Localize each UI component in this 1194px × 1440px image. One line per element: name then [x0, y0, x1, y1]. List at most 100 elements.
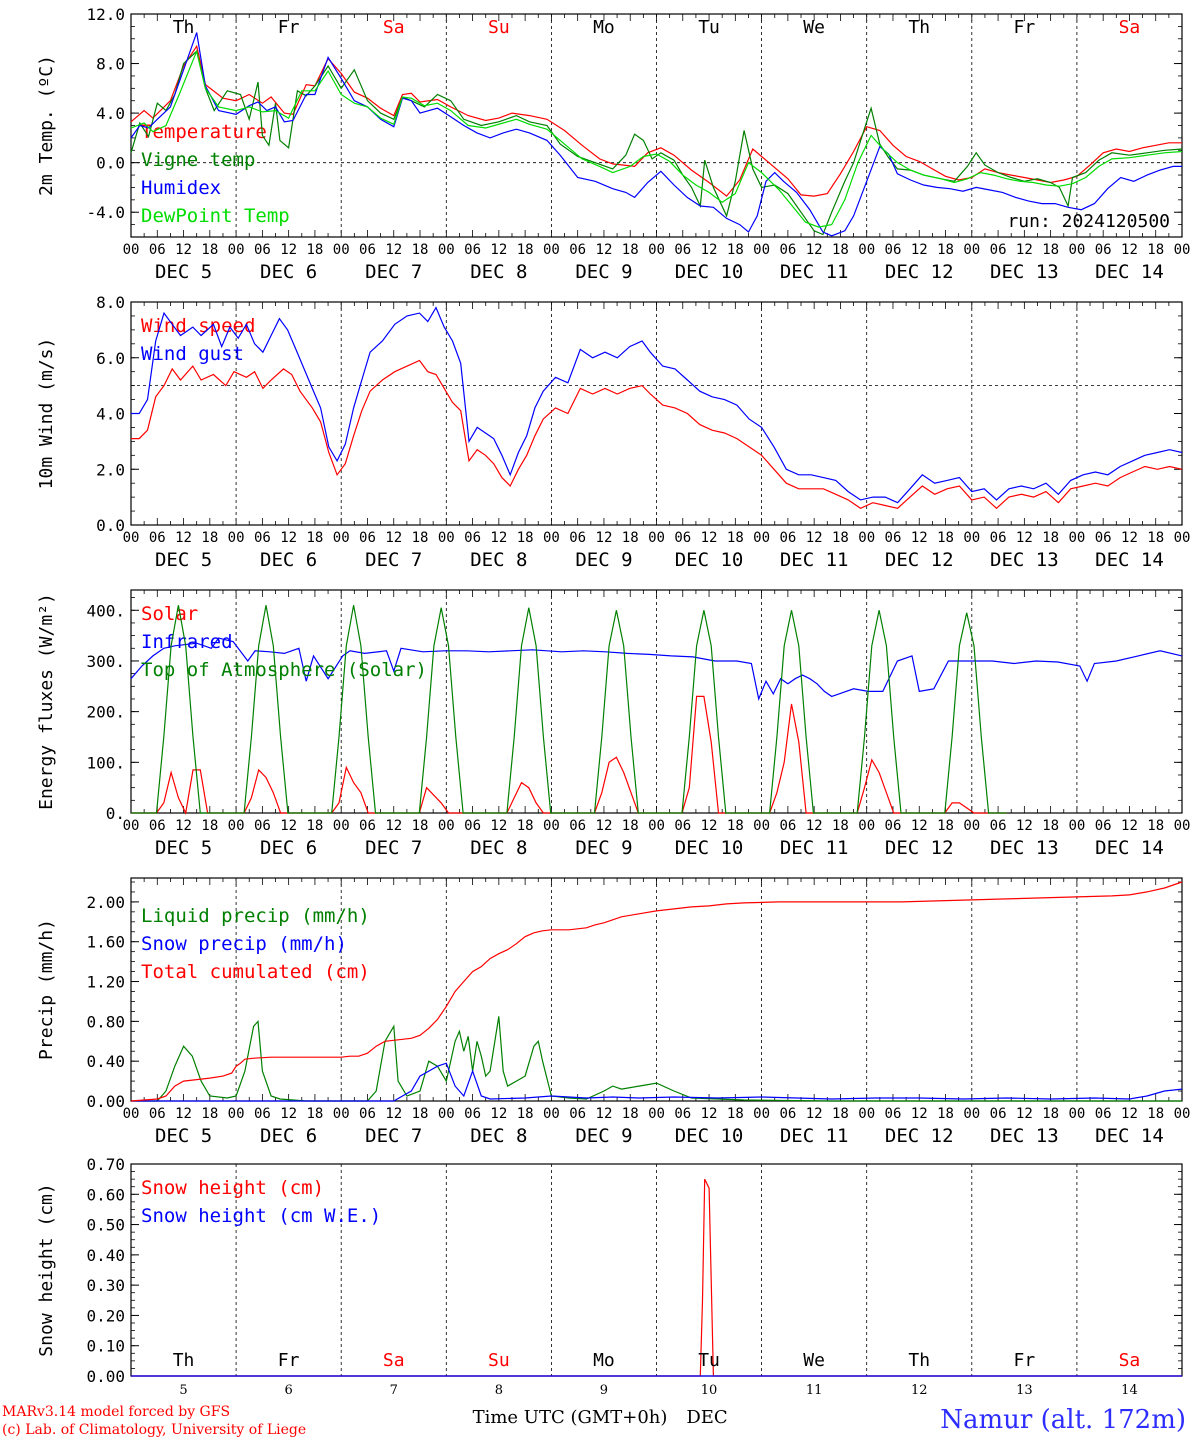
hour-label: 06 [464, 530, 481, 546]
hour-label: 00 [333, 1106, 350, 1122]
hour-label: 18 [517, 530, 534, 546]
hour-label: 06 [990, 530, 1007, 546]
hour-label: 00 [753, 1106, 770, 1122]
hour-label: 12 [280, 530, 297, 546]
hour-label: 00 [753, 242, 770, 258]
hour-label: 12 [490, 242, 507, 258]
hour-label: 18 [937, 818, 954, 834]
hour-label: 00 [858, 818, 875, 834]
day-label: DEC 7 [365, 549, 422, 571]
series-line-temperature [130, 44, 1182, 197]
y-tick-label: 0.50 [86, 1216, 125, 1235]
day-label: DEC 5 [155, 837, 212, 859]
legend-entry: Infrared [141, 631, 233, 653]
hour-label: 06 [674, 818, 691, 834]
legend-entry: Liquid precip (mm/h) [141, 905, 370, 927]
plot-frame [130, 589, 1183, 814]
hour-label: 06 [359, 1106, 376, 1122]
weekday-label: Tu [698, 1350, 720, 1371]
y-tick-label: 12.0 [86, 5, 125, 24]
y-tick-label: -4.0 [86, 203, 125, 222]
hour-label: 18 [201, 530, 218, 546]
hour-label: 00 [438, 242, 455, 258]
y-tick-label: 200. [86, 703, 125, 722]
hour-label: 18 [832, 1106, 849, 1122]
hour-label: 18 [832, 818, 849, 834]
hour-label: 00 [963, 818, 980, 834]
hour-label: 12 [911, 818, 928, 834]
panel-temp: -4.0 0.0 4.0 8.0 12.0 2m Temp. (ºC) Temperatur… [36, 5, 1190, 283]
hour-label: 18 [201, 242, 218, 258]
hour-label: 06 [464, 818, 481, 834]
hour-label: 18 [622, 242, 639, 258]
hour-label: 00 [123, 242, 140, 258]
plot-frame [130, 301, 1183, 526]
hour-label: 06 [359, 530, 376, 546]
hour-label: 06 [885, 818, 902, 834]
weekday-label: Fr [278, 1350, 300, 1371]
day-label: DEC 14 [1095, 549, 1164, 571]
y-tick-label: 2.00 [86, 893, 125, 912]
hour-label: 06 [359, 242, 376, 258]
day-number-label: 11 [806, 1383, 823, 1398]
hour-label: 12 [596, 818, 613, 834]
series-line-vigne-temp [130, 50, 1183, 236]
day-label: DEC 10 [675, 1125, 744, 1147]
hour-label: 12 [806, 818, 823, 834]
y-tick-label: 0.70 [86, 1155, 125, 1174]
y-axis-label: 2m Temp. (ºC) [36, 55, 57, 196]
hour-label: 18 [1147, 530, 1164, 546]
hour-label: 06 [779, 818, 796, 834]
day-number-label: 6 [285, 1383, 293, 1398]
hour-label: 00 [543, 1106, 560, 1122]
hour-label: 00 [543, 818, 560, 834]
day-label: DEC 12 [885, 837, 954, 859]
legend-entry: Snow precip (mm/h) [141, 933, 347, 955]
hour-label: 18 [727, 530, 744, 546]
hour-label: 18 [306, 818, 323, 834]
hour-label: 12 [1016, 242, 1033, 258]
y-axis-label: 10m Wind (m/s) [36, 338, 57, 490]
y-tick-label: 0.40 [86, 1052, 125, 1071]
day-label: DEC 8 [470, 261, 527, 283]
hour-label: 00 [438, 530, 455, 546]
y-tick-label: 300. [86, 652, 125, 671]
hour-label: 00 [228, 242, 245, 258]
day-label: DEC 10 [675, 549, 744, 571]
day-label: DEC 13 [990, 1125, 1059, 1147]
weekday-label: Fr [1014, 1350, 1036, 1371]
day-label: DEC 6 [260, 261, 317, 283]
hour-label: 12 [911, 1106, 928, 1122]
y-tick-label: 400. [86, 601, 125, 620]
hour-label: 06 [1095, 818, 1112, 834]
day-label: DEC 14 [1095, 837, 1164, 859]
day-label: DEC 7 [365, 261, 422, 283]
y-tick-label: 2.0 [96, 460, 125, 479]
hour-label: 00 [543, 242, 560, 258]
hour-label: 06 [779, 242, 796, 258]
day-label: DEC 11 [780, 837, 849, 859]
hour-label: 12 [385, 242, 402, 258]
weekday-label: Th [908, 17, 930, 38]
legend-entry: Wind gust [141, 343, 244, 365]
hour-label: 12 [280, 818, 297, 834]
hour-label: 18 [1042, 530, 1059, 546]
panel-precip: 0.00 0.40 0.80 1.20 1.60 2.00 Precip (mm/h) Liq… [36, 877, 1190, 1147]
y-tick-label: 8.0 [96, 293, 125, 312]
weekday-label: Fr [1014, 17, 1036, 38]
hour-label: 12 [1121, 242, 1138, 258]
day-label: DEC 6 [260, 1125, 317, 1147]
weekday-label: We [803, 1350, 825, 1371]
time-axis-label: Time UTC (GMT+0h) [473, 1407, 668, 1428]
day-label: DEC 14 [1095, 261, 1164, 283]
day-number-label: 7 [390, 1383, 398, 1398]
day-label: DEC 12 [885, 261, 954, 283]
hour-label: 06 [254, 818, 271, 834]
copyright-credit: (c) Lab. of Climatology, University of L… [2, 1422, 306, 1438]
hour-label: 00 [753, 530, 770, 546]
hour-label: 00 [753, 818, 770, 834]
hour-label: 00 [648, 242, 665, 258]
hour-label: 00 [1174, 530, 1191, 546]
day-label: DEC 13 [990, 549, 1059, 571]
